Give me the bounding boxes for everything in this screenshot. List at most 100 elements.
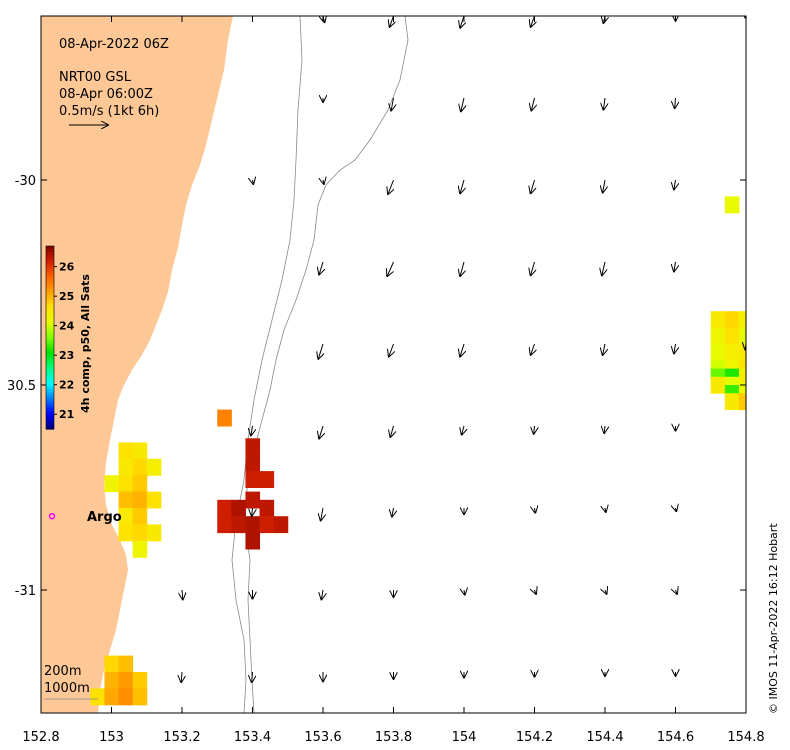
colorbar-segment: [46, 319, 54, 323]
colorbar-frame: [45, 245, 55, 430]
colorbar-segment: [46, 383, 54, 387]
sst-pixel: [118, 508, 134, 525]
colorbar-segment: [46, 422, 54, 427]
axis-ticks: 152.8 153 153.2 153.4 153.6 153.8 154 154.2 154.…: [7, 16, 765, 745]
sst-pixel: [132, 524, 148, 542]
x-tick-label: 154.4: [586, 730, 623, 745]
current-vector: [535, 590, 537, 594]
sst-pixel: [217, 409, 232, 427]
current-vector-layer: [181, 16, 746, 682]
colorbar-segment: [46, 416, 54, 421]
current-vector: [391, 97, 393, 110]
current-vector: [531, 16, 535, 27]
current-vector: [182, 589, 183, 599]
colorbar-tick-label: 24: [59, 320, 75, 333]
current-vector: [605, 590, 607, 594]
imos-credit: © IMOS 11-Apr-2022 16:12 Hobart: [767, 523, 780, 714]
colorbar-segment: [46, 279, 54, 284]
colorbar-tick-label: 26: [59, 261, 75, 274]
y-tick-label: -31: [15, 584, 36, 599]
sst-pixel: [738, 344, 746, 361]
sst-pixel: [217, 499, 232, 517]
current-vector: [387, 261, 394, 276]
colorbar-segment: [46, 374, 54, 378]
colorbar-segment: [46, 294, 54, 299]
sst-pixel: [738, 368, 746, 386]
current-vector: [605, 508, 606, 512]
current-vector: [321, 507, 323, 520]
current-vector: [674, 261, 676, 271]
colorbar-segment: [46, 264, 54, 268]
current-vector: [531, 179, 535, 193]
colorbar-tick-label: 25: [59, 290, 74, 303]
sst-pixel: [118, 491, 134, 509]
sst-pixel: [724, 327, 740, 345]
current-vector: [461, 97, 464, 111]
y-tick-label: -30: [15, 174, 36, 189]
coastline-land: [41, 16, 233, 713]
colorbar-segment: [46, 404, 54, 409]
sst-pixel: [132, 688, 148, 706]
sst-pixel: [259, 471, 275, 488]
sst-pixel: [724, 196, 740, 214]
sst-pixel-layer: [90, 196, 746, 706]
colorbar-segment: [46, 364, 54, 369]
colorbar-segment: [46, 371, 54, 375]
colorbar-segment: [46, 261, 54, 265]
sst-colorbar: 21 22 23 24 25 26: [45, 245, 75, 430]
colorbar-segment: [46, 246, 54, 250]
current-vector: [252, 671, 253, 682]
colorbar-segment: [46, 252, 54, 256]
colorbar-segment: [46, 401, 54, 406]
x-tick-label: 153: [99, 730, 124, 745]
sst-pixel: [724, 311, 740, 329]
current-vector: [321, 589, 323, 599]
current-vector: [676, 590, 678, 594]
sst-pixel: [90, 688, 105, 706]
current-vector: [319, 425, 323, 438]
sst-pixel: [738, 393, 746, 411]
sst-pixel: [118, 655, 134, 673]
colorbar-title: 4h comp, p50, All Sats: [79, 274, 92, 413]
colorbar-tick-label: 21: [59, 408, 74, 421]
current-vector: [388, 179, 393, 194]
colorbar-segment: [46, 267, 54, 271]
current-vector: [531, 261, 535, 275]
current-vector: [318, 343, 323, 359]
sst-pixel: [724, 344, 740, 361]
sst-pixel: [231, 516, 246, 534]
x-tick-label: 152.8: [22, 730, 59, 745]
colorbar-segment: [46, 343, 54, 348]
current-vector: [604, 426, 605, 433]
colorbar-segment: [46, 419, 54, 424]
sst-pixel: [724, 393, 740, 411]
current-vector: [181, 671, 182, 682]
sst-pixel: [146, 491, 162, 509]
colorbar-segment: [46, 331, 54, 336]
sst-pixel: [710, 327, 726, 345]
current-vector: [323, 180, 324, 184]
sst-pixel: [132, 540, 148, 558]
current-vector: [460, 16, 464, 28]
argo-label: Argo: [87, 510, 122, 525]
current-vector: [460, 343, 464, 356]
colorbar-segment: [46, 297, 54, 302]
current-vector: [531, 343, 535, 355]
colorbar-segment: [46, 340, 54, 345]
colorbar-segment: [46, 276, 54, 281]
sst-pixel: [738, 327, 746, 345]
current-vector: [603, 343, 605, 355]
scale-label: 0.5m/s (1kt 6h): [59, 104, 159, 119]
sst-pixel: [118, 442, 134, 460]
x-tick-label: 154.8: [727, 730, 764, 745]
colorbar-segment: [46, 273, 54, 278]
product-label: NRT00 GSL: [59, 70, 132, 85]
current-vector: [603, 179, 605, 192]
current-vector: [253, 180, 254, 184]
colorbar-segment: [46, 307, 54, 311]
sst-pixel: [738, 311, 746, 329]
colorbar-segment: [46, 361, 54, 366]
sst-pixel: [710, 344, 726, 361]
sst-pixel: [710, 376, 726, 394]
